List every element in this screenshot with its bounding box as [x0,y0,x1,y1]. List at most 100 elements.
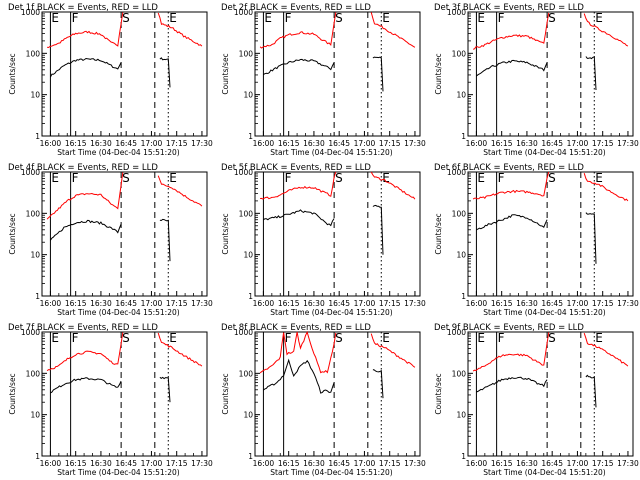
y-tick-label: 1000 [447,8,466,17]
x-tick-label: 16:30 [516,299,538,308]
detector-chart-2: Det 2f BLACK = Events, RED = LLD 1 10 100 10… [221,3,426,157]
x-axis-label: Start Time (04-Dec-04 15:51:20) [270,468,392,477]
y-tick-label: 100 [239,209,254,218]
x-tick-label: 16:00 [466,299,488,308]
x-tick-label: 17:30 [404,139,426,148]
detector-chart-6: Det 6f BLACK = Events, RED = LLD 1 10 100 10… [434,163,639,317]
detector-panel-7: Det 7f BLACK = Events, RED = LLD 1 10 100 10… [0,320,213,480]
y-tick-label: 100 [452,49,467,58]
lld-series-line [260,171,337,200]
x-tick-label: 17:15 [166,299,188,308]
x-tick-label: 16:30 [303,459,325,468]
y-tick-label: 1000 [447,168,466,177]
x-tick-label: 17:30 [191,139,213,148]
x-tick-label: 16:45 [541,139,563,148]
time-marker-label: S [548,331,556,345]
chart-title: Det 1f BLACK = Events, RED = LLD [8,3,158,13]
detector-chart-9: Det 9f BLACK = Events, RED = LLD 1 10 100 10… [434,323,639,477]
y-tick-label: 10 [30,91,40,100]
events-series-line [159,218,171,262]
y-tick-label: 10 [243,411,253,420]
x-tick-label: 16:15 [278,139,300,148]
x-axis-label: Start Time (04-Dec-04 15:51:20) [270,148,392,157]
y-axis-label: Counts/sec [434,373,443,414]
y-axis-label: Counts/sec [221,53,230,94]
x-tick-label: 16:30 [90,139,112,148]
chart-title: Det 9f BLACK = Events, RED = LLD [434,323,584,333]
time-marker-label: E [51,331,59,345]
x-tick-label: 16:45 [541,459,563,468]
events-series-line [372,204,384,255]
chart-title: Det 5f BLACK = Events, RED = LLD [221,163,371,173]
events-series-line [263,58,335,75]
y-tick-label: 1 [461,292,466,301]
lld-series-line [259,330,337,374]
x-axis-label: Start Time (04-Dec-04 15:51:20) [483,468,605,477]
x-tick-label: 16:30 [303,299,325,308]
detector-panel-6: Det 6f BLACK = Events, RED = LLD 1 10 100 10… [426,160,639,320]
x-tick-label: 16:00 [40,139,62,148]
y-tick-label: 10 [456,411,466,420]
plot-frame [254,11,421,137]
events-series-line [49,57,122,78]
x-tick-label: 16:15 [65,459,87,468]
time-marker-label: S [122,171,130,185]
events-series-line [372,56,384,92]
x-tick-label: 16:30 [516,459,538,468]
y-axis-label: Counts/sec [221,213,230,254]
x-tick-label: 17:30 [404,459,426,468]
x-axis-label: Start Time (04-Dec-04 15:51:20) [57,308,179,317]
x-tick-label: 16:15 [65,139,87,148]
events-series-line [585,212,597,264]
detector-panel-8: Det 8f BLACK = Events, RED = LLD 1 10 100 10… [213,320,426,480]
x-tick-label: 16:45 [328,299,350,308]
lld-series-line [46,332,124,372]
time-marker-label: F [72,11,79,25]
x-tick-label: 17:00 [567,459,589,468]
time-marker-label: E [264,11,272,25]
y-tick-label: 100 [26,369,41,378]
x-tick-label: 16:45 [115,299,137,308]
x-tick-label: 16:30 [90,459,112,468]
events-series-line [49,219,122,241]
x-tick-label: 16:45 [115,139,137,148]
lld-series-line [472,12,550,50]
lld-series-line [47,12,124,49]
y-tick-label: 1000 [21,8,40,17]
x-tick-label: 16:00 [253,459,275,468]
x-tick-label: 17:00 [141,459,163,468]
time-marker-label: F [285,331,292,345]
detector-panel-1: Det 1f BLACK = Events, RED = LLD 1 10 100 10… [0,0,213,160]
plot-frame [254,171,421,297]
events-series-line [159,57,171,88]
x-tick-label: 17:15 [379,459,401,468]
time-marker-label: S [548,171,556,185]
y-tick-label: 1 [461,452,466,461]
x-axis-label: Start Time (04-Dec-04 15:51:20) [483,308,605,317]
x-tick-label: 17:00 [354,139,376,148]
y-tick-label: 100 [239,49,254,58]
y-axis-label: Counts/sec [8,373,17,414]
chart-title: Det 8f BLACK = Events, RED = LLD [221,323,371,333]
time-marker-label: S [335,11,343,25]
x-tick-label: 17:00 [354,299,376,308]
y-tick-label: 100 [239,369,254,378]
y-tick-label: 1 [35,452,40,461]
time-marker-label: E [477,171,485,185]
x-axis-label: Start Time (04-Dec-04 15:51:20) [483,148,605,157]
y-tick-label: 1 [461,132,466,141]
lld-series-line [157,332,203,367]
time-marker-label: E [595,11,603,25]
x-tick-label: 17:30 [617,459,639,468]
y-tick-label: 1 [248,292,253,301]
lld-series-line [583,332,629,367]
detector-chart-5: Det 5f BLACK = Events, RED = LLD 1 10 100 10… [221,163,426,317]
x-tick-label: 17:00 [354,459,376,468]
lld-series-line [583,173,629,202]
x-tick-label: 16:15 [278,299,300,308]
time-marker-label: E [382,171,390,185]
x-tick-label: 17:15 [592,139,614,148]
time-marker-label: E [595,331,603,345]
x-tick-label: 17:15 [379,139,401,148]
time-marker-label: F [498,11,505,25]
